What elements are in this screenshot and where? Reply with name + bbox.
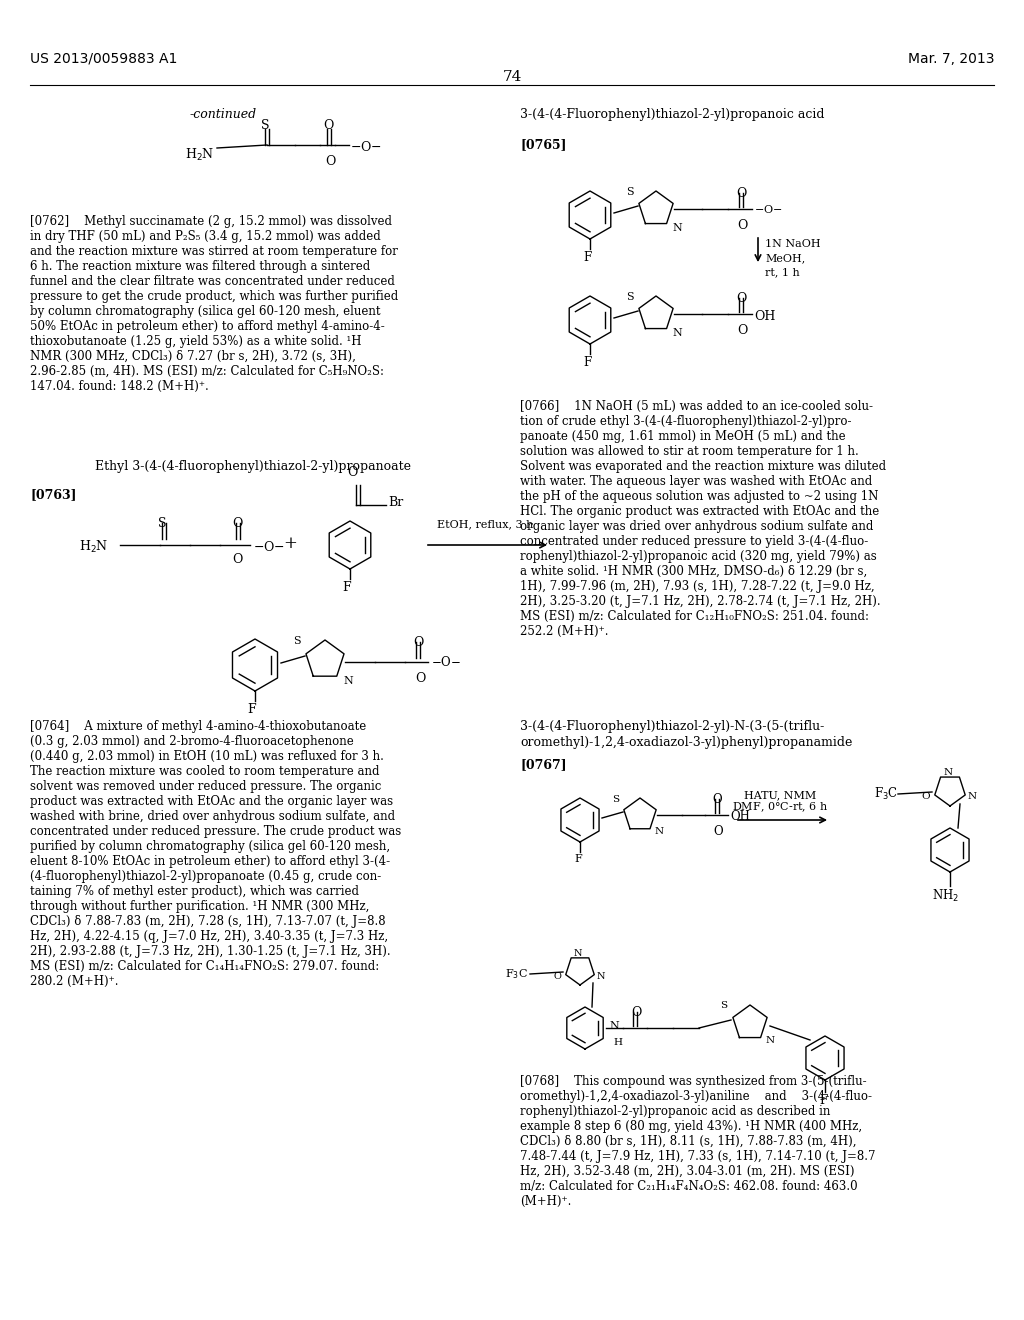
Text: O: O (713, 825, 723, 838)
Text: F$_3$C: F$_3$C (505, 968, 528, 981)
Text: N: N (672, 327, 682, 338)
Text: $-$O$-$: $-$O$-$ (431, 655, 461, 669)
Text: H$_2$N: H$_2$N (185, 147, 214, 164)
Text: S: S (627, 292, 634, 302)
Text: O: O (631, 1006, 641, 1019)
Text: +: + (283, 535, 297, 552)
Text: F: F (248, 704, 256, 715)
Text: $-$O$-$: $-$O$-$ (350, 140, 382, 154)
Text: N: N (766, 1036, 775, 1045)
Text: $-$O$-$: $-$O$-$ (754, 203, 782, 215)
Text: F: F (574, 854, 582, 865)
Text: S: S (721, 1001, 728, 1010)
Text: F: F (343, 581, 351, 594)
Text: O: O (737, 219, 748, 232)
Text: 3-(4-(4-Fluorophenyl)thiazol-2-yl)propanoic acid: 3-(4-(4-Fluorophenyl)thiazol-2-yl)propan… (520, 108, 824, 121)
Text: O: O (736, 292, 746, 305)
Text: rt, 1 h: rt, 1 h (765, 267, 800, 277)
Text: [0765]: [0765] (520, 139, 566, 150)
Text: H: H (613, 1038, 622, 1047)
Text: $-$O$-$: $-$O$-$ (253, 540, 285, 554)
Text: [0764]    A mixture of methyl 4-amino-4-thioxobutanoate
(0.3 g, 2.03 mmol) and 2: [0764] A mixture of methyl 4-amino-4-thi… (30, 719, 401, 987)
Text: oromethyl)-1,2,4-oxadiazol-3-yl)phenyl)propanamide: oromethyl)-1,2,4-oxadiazol-3-yl)phenyl)p… (520, 737, 852, 748)
Text: NH$_2$: NH$_2$ (933, 888, 959, 904)
Text: OH: OH (730, 810, 750, 824)
Text: F: F (583, 251, 591, 264)
Text: EtOH, reflux, 3 h: EtOH, reflux, 3 h (437, 519, 534, 529)
Text: O: O (325, 154, 336, 168)
Text: O: O (415, 672, 425, 685)
Text: S: S (612, 795, 620, 804)
Text: S: S (261, 119, 269, 132)
Text: O: O (413, 636, 423, 649)
Text: O: O (922, 792, 930, 801)
Text: N: N (672, 223, 682, 234)
Text: MeOH,: MeOH, (765, 253, 805, 263)
Text: DMF, 0$\degree$C-rt, 6 h: DMF, 0$\degree$C-rt, 6 h (732, 800, 828, 814)
Text: 74: 74 (503, 70, 521, 84)
Text: [0766]    1N NaOH (5 mL) was added to an ice-cooled solu-
tion of crude ethyl 3-: [0766] 1N NaOH (5 mL) was added to an ic… (520, 400, 886, 638)
Text: [0762]    Methyl succinamate (2 g, 15.2 mmol) was dissolved
in dry THF (50 mL) a: [0762] Methyl succinamate (2 g, 15.2 mmo… (30, 215, 398, 393)
Text: Ethyl 3-(4-(4-fluorophenyl)thiazol-2-yl)propanoate: Ethyl 3-(4-(4-fluorophenyl)thiazol-2-yl)… (95, 459, 411, 473)
Text: -continued: -continued (190, 108, 257, 121)
Text: S: S (627, 187, 634, 197)
Text: US 2013/0059883 A1: US 2013/0059883 A1 (30, 51, 177, 66)
Text: Br: Br (388, 496, 403, 510)
Text: O: O (232, 553, 243, 566)
Text: N: N (609, 1020, 618, 1031)
Text: N: N (943, 768, 952, 777)
Text: O: O (323, 119, 334, 132)
Text: O: O (232, 517, 243, 531)
Text: O: O (712, 793, 722, 807)
Text: N: N (655, 828, 665, 836)
Text: O: O (737, 323, 748, 337)
Text: [0763]: [0763] (30, 488, 77, 502)
Text: N: N (968, 792, 977, 801)
Text: F$_3$C: F$_3$C (873, 785, 898, 803)
Text: N: N (343, 676, 352, 686)
Text: [0767]: [0767] (520, 758, 566, 771)
Text: H$_2$N: H$_2$N (79, 539, 108, 554)
Text: O: O (736, 187, 746, 201)
Text: HATU, NMM: HATU, NMM (743, 789, 816, 800)
Text: N: N (573, 949, 583, 958)
Text: OH: OH (754, 309, 775, 322)
Text: F: F (583, 356, 591, 370)
Text: N: N (597, 972, 605, 981)
Text: 3-(4-(4-Fluorophenyl)thiazol-2-yl)-N-(3-(5-(triflu-: 3-(4-(4-Fluorophenyl)thiazol-2-yl)-N-(3-… (520, 719, 824, 733)
Text: Mar. 7, 2013: Mar. 7, 2013 (907, 51, 994, 66)
Text: S: S (158, 517, 167, 531)
Text: O: O (553, 972, 561, 981)
Text: 1N NaOH: 1N NaOH (765, 239, 820, 249)
Text: [0768]    This compound was synthesized from 3-(5-(triflu-
oromethyl)-1,2,4-oxad: [0768] This compound was synthesized fro… (520, 1074, 876, 1208)
Text: F: F (819, 1094, 827, 1107)
Text: S: S (293, 636, 301, 645)
Text: O: O (347, 466, 357, 479)
